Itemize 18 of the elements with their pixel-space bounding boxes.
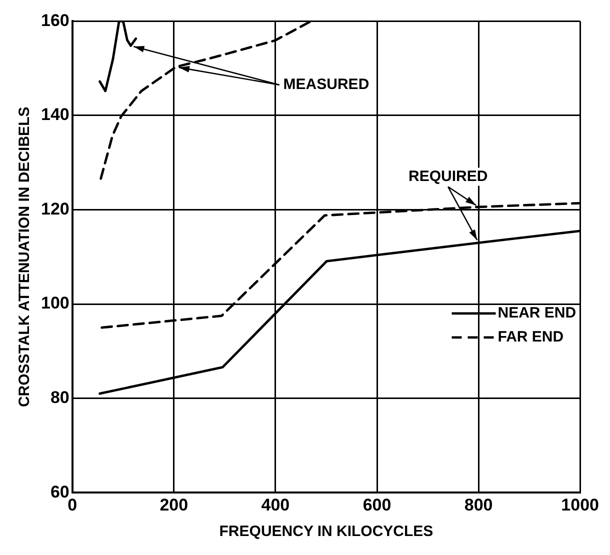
y-tick-label: 60 [50, 482, 70, 502]
x-tick-label: 600 [362, 495, 392, 514]
y-axis-title: CROSSTALK ATTENUATION IN DECIBELS [16, 106, 34, 408]
y-tick-label: 160 [40, 10, 70, 30]
y-tick-label: 140 [40, 105, 70, 124]
x-tick-label: 0 [68, 495, 78, 514]
x-tick-label: 400 [261, 495, 290, 514]
legend-label: FAR END [498, 328, 564, 346]
annotation: REQUIRED [408, 168, 488, 185]
annotation: MEASURED [283, 76, 370, 93]
x-tick-label: 200 [160, 495, 188, 514]
y-tick-label: 80 [50, 388, 70, 408]
x-tick-label: 800 [464, 495, 493, 514]
y-tick-label: 100 [40, 294, 70, 313]
legend-label: NEAR END [498, 304, 576, 322]
x-axis-title: FREQUENCY IN KILOCYCLES [219, 523, 434, 540]
x-tick-label: 1000 [561, 495, 600, 514]
y-tick-label: 120 [40, 199, 70, 218]
